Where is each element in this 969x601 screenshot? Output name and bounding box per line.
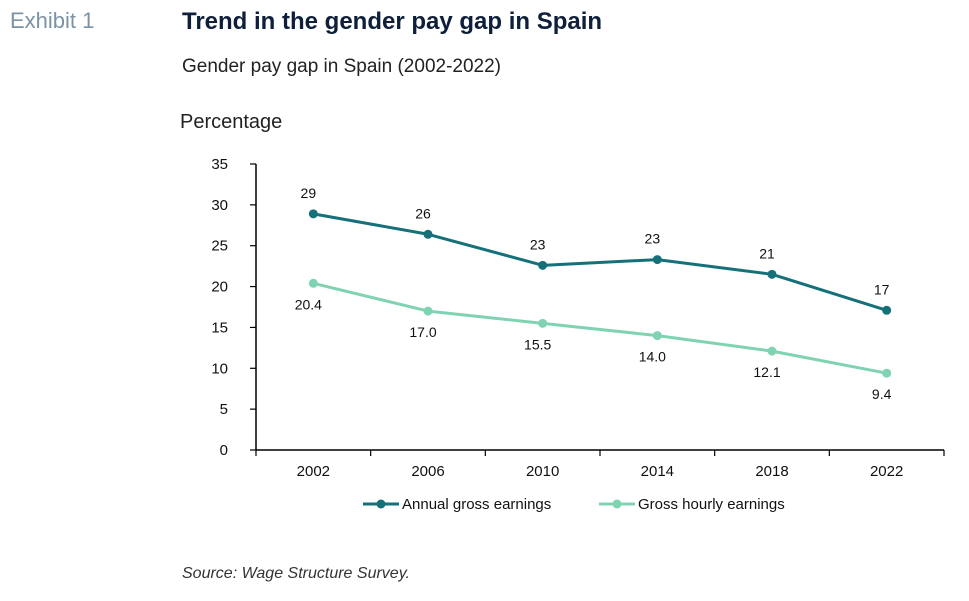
x-tick-label: 2010	[526, 463, 559, 480]
chart-subtitle: Gender pay gap in Spain (2002-2022)	[182, 56, 502, 77]
series-layer: 29 26 23 23 21 17 20.4 17.0 15.5 14.0 12.1 9.4	[295, 185, 892, 402]
legend-swatch-marker	[376, 499, 386, 509]
data-point	[767, 346, 777, 356]
data-point	[882, 368, 892, 378]
y-tick-label: 15	[211, 319, 228, 336]
legend-swatch-marker	[612, 499, 622, 509]
data-point	[308, 209, 318, 219]
axes: 0 5 10 15 20 25 30 35 2002 2006 2010 2014 2018 2022	[211, 156, 945, 480]
data-label: 9.4	[872, 386, 892, 402]
exhibit-label: Exhibit 1	[10, 8, 95, 33]
data-label: 23	[645, 231, 661, 247]
data-label: 17	[874, 281, 890, 297]
data-label: 14.0	[639, 349, 666, 365]
y-tick-label: 25	[211, 238, 228, 255]
data-label: 23	[530, 236, 546, 252]
data-point	[538, 260, 548, 270]
data-point	[652, 331, 662, 341]
data-point	[423, 229, 433, 239]
y-tick-label: 10	[211, 360, 228, 377]
data-label: 17.0	[409, 324, 436, 340]
y-tick-label: 5	[220, 401, 228, 418]
legend: Annual gross earnings Gross hourly earnin…	[363, 496, 785, 513]
data-label: 20.4	[295, 296, 322, 312]
series-line	[312, 281, 887, 375]
data-point	[423, 306, 433, 316]
y-tick-label: 30	[211, 197, 228, 214]
series-line	[313, 212, 888, 312]
x-tick-label: 2006	[411, 463, 444, 480]
data-label: 15.5	[524, 336, 551, 352]
y-axis-label: Percentage	[180, 111, 283, 133]
legend-entry: Annual gross earnings	[402, 496, 551, 513]
x-tick-label: 2014	[641, 463, 674, 480]
data-point	[538, 318, 548, 328]
x-tick-label: 2022	[870, 463, 903, 480]
y-tick-label: 35	[211, 156, 228, 173]
data-label: 21	[759, 245, 775, 261]
chart-title: Trend in the gender pay gap in Spain	[182, 8, 603, 35]
data-point	[767, 269, 777, 279]
y-tick-label: 0	[220, 442, 228, 459]
data-point	[652, 255, 662, 265]
source-note: Source: Wage Structure Survey.	[182, 565, 410, 582]
y-tick-label: 20	[211, 279, 228, 296]
legend-entry: Gross hourly earnings	[638, 496, 785, 513]
data-label: 26	[415, 205, 431, 221]
data-label: 12.1	[753, 364, 780, 380]
x-tick-label: 2018	[755, 463, 788, 480]
data-point	[308, 278, 318, 288]
data-point	[882, 305, 892, 315]
data-label: 29	[301, 185, 317, 201]
x-tick-label: 2002	[297, 463, 330, 480]
